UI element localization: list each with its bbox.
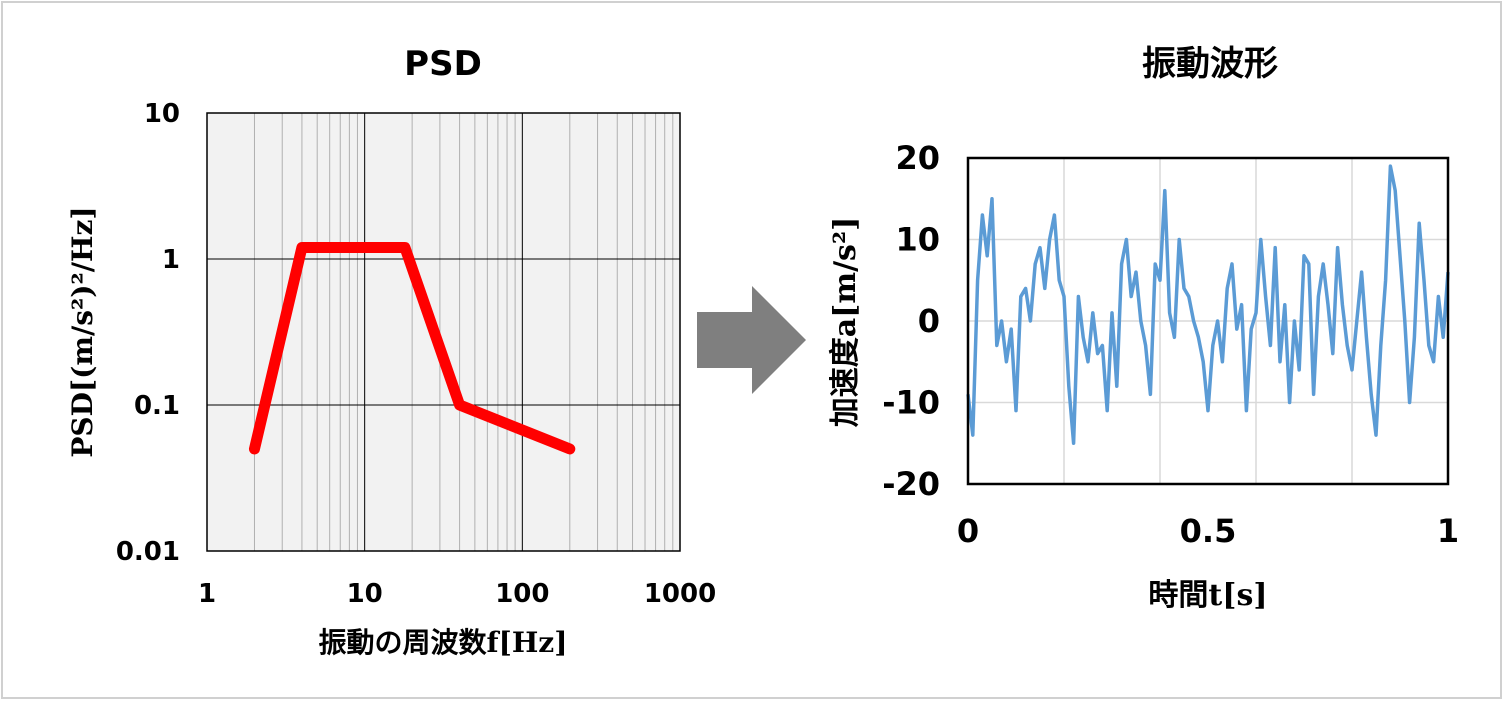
waveform-ylabel: 加速度a[m/s²] <box>828 217 863 428</box>
right-arrow-icon <box>697 286 806 394</box>
waveform-plot-border <box>966 156 1450 486</box>
waveform-xtick-label: 0 <box>957 512 979 550</box>
waveform-xtick-label: 0.5 <box>1180 512 1237 550</box>
psd-ylabel: PSD[(m/s²)²/Hz] <box>66 206 99 457</box>
psd-ytick-label: 10 <box>144 99 180 129</box>
psd-xtick-label: 1000 <box>644 579 716 609</box>
psd-ytick-label: 0.1 <box>134 391 180 421</box>
psd-title: PSD <box>404 44 482 84</box>
waveform-chart: 振動波形 0 0.5 1 20 10 0 -10 -20 時間t[s] 加速度a[m/s²] <box>828 44 1459 613</box>
psd-xtick-label: 10 <box>347 579 383 609</box>
psd-plot-border <box>206 112 681 552</box>
waveform-ytick-label: 20 <box>895 139 940 177</box>
waveform-title: 振動波形 <box>1142 44 1278 84</box>
psd-xtick-label: 100 <box>495 579 549 609</box>
psd-series-line <box>248 241 576 455</box>
psd-chart: PSD 1 10 100 1000 10 1 0.1 0.01 振動の周波数f[Hz] PSD… <box>66 44 716 659</box>
psd-ytick-label: 0.01 <box>116 537 180 567</box>
waveform-ytick-label: 10 <box>895 221 940 259</box>
waveform-ytick-label: -20 <box>882 465 940 503</box>
waveform-series-line <box>966 164 1450 445</box>
waveform-ytick-label: 0 <box>918 302 940 340</box>
waveform-xtick-label: 1 <box>1437 512 1459 550</box>
waveform-ytick-label: -10 <box>882 384 940 422</box>
psd-xlabel: 振動の周波数f[Hz] <box>319 626 568 659</box>
psd-xtick-label: 1 <box>198 579 216 609</box>
waveform-xlabel: 時間t[s] <box>1148 578 1267 613</box>
psd-ytick-label: 1 <box>162 245 180 275</box>
